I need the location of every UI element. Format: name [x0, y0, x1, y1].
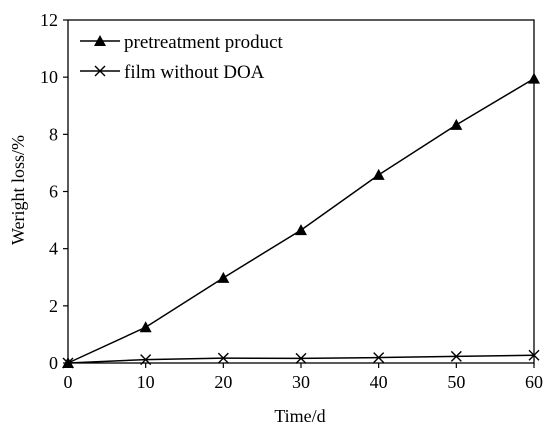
plot-area [62, 19, 540, 369]
data-point-triangle [295, 224, 307, 236]
tick-labels: 0 10 20 30 40 50 60 0 2 4 6 8 10 12 [40, 10, 543, 392]
data-point-x [373, 352, 385, 364]
y-tick-label: 10 [40, 67, 58, 87]
x-tick-label: 20 [214, 372, 232, 392]
series-line-0 [67, 77, 535, 364]
data-point-triangle [139, 321, 152, 333]
y-tick-label: 0 [49, 353, 58, 373]
legend-item-pretreatment: pretreatment product [80, 32, 284, 53]
data-point-triangle [372, 168, 385, 180]
legend-marker-triangle [94, 35, 106, 46]
data-point-x [217, 352, 229, 364]
x-tick-label: 50 [447, 372, 465, 392]
legend-label-pretreatment: pretreatment product [124, 32, 284, 53]
x-tick-label: 10 [137, 372, 155, 392]
data-point-triangle [450, 118, 463, 130]
legend-marker-x [94, 65, 106, 77]
data-point-x [295, 352, 307, 364]
data-point-x [450, 350, 462, 362]
x-tick-label: 30 [292, 372, 310, 392]
x-axis-label: Time/d [274, 406, 325, 426]
data-point-triangle [217, 271, 230, 283]
x-tick-label: 40 [370, 372, 388, 392]
y-axis-label: Weright loss/% [8, 135, 28, 245]
x-tick-label: 0 [64, 372, 73, 392]
y-tick-label: 12 [40, 10, 58, 30]
data-point-x [140, 354, 152, 366]
y-tick-label: 6 [49, 182, 58, 202]
x-tick-label: 60 [525, 372, 543, 392]
data-point-triangle [528, 72, 540, 84]
legend-label-film: film without DOA [124, 62, 265, 83]
data-point-x [62, 357, 74, 369]
y-tick-label: 4 [49, 239, 58, 259]
legend-item-film: film without DOA [80, 62, 265, 83]
data-point-x [528, 349, 540, 361]
y-tick-label: 8 [49, 124, 58, 144]
y-tick-label: 2 [49, 296, 58, 316]
legend: pretreatment product film without DOA [80, 32, 284, 83]
